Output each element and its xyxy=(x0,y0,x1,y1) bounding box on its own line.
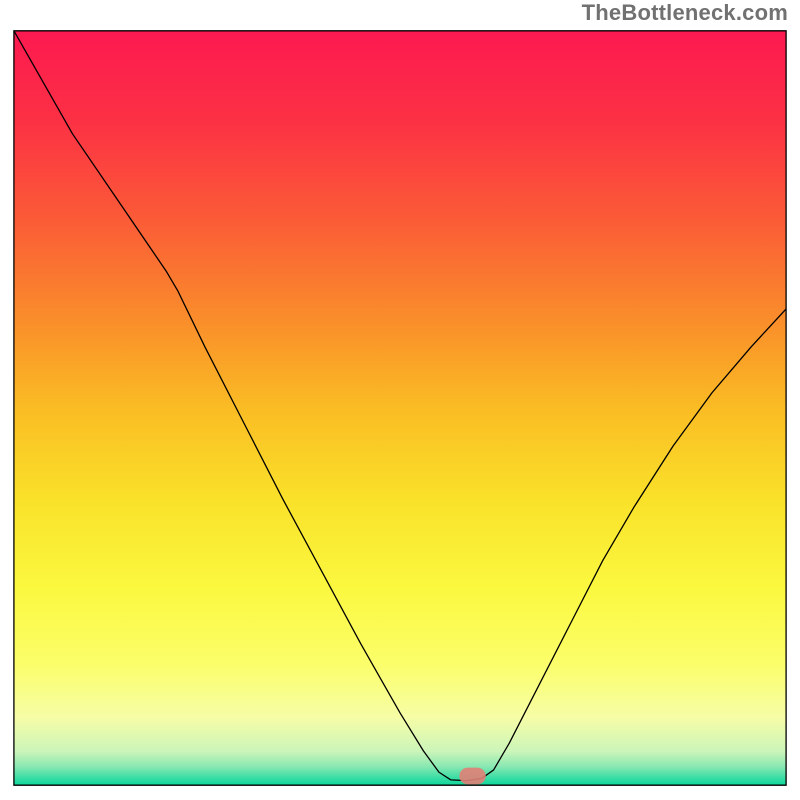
watermark-text: TheBottleneck.com xyxy=(582,0,788,26)
bottleneck-curve-plot xyxy=(10,27,790,789)
plot-svg xyxy=(10,27,790,789)
chart-frame: TheBottleneck.com xyxy=(0,0,800,800)
optimal-point-marker xyxy=(459,768,486,785)
gradient-background xyxy=(14,31,786,785)
